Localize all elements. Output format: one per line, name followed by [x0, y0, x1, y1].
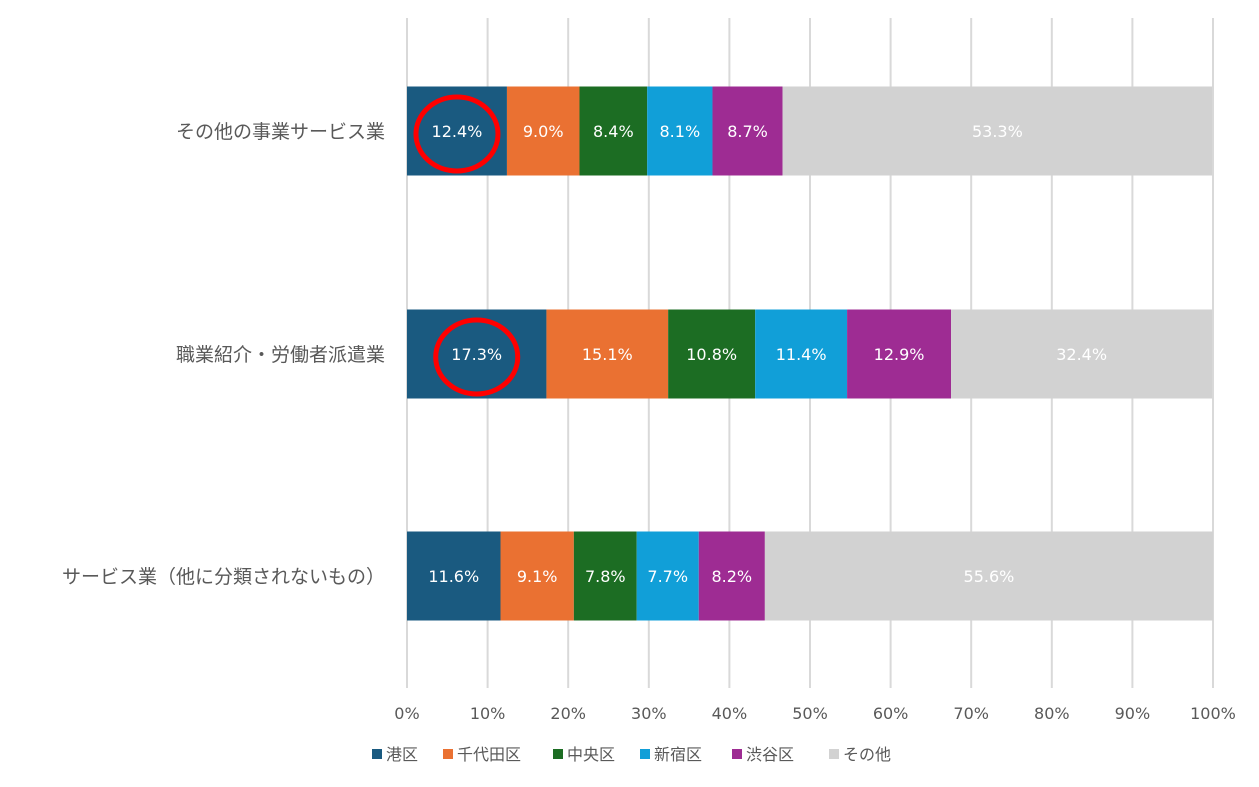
data-label: 8.2% [711, 567, 752, 586]
legend-label: その他 [843, 745, 891, 764]
legend-swatch [640, 749, 650, 759]
data-label: 55.6% [964, 567, 1015, 586]
legend-label: 新宿区 [654, 745, 702, 764]
data-label: 9.0% [523, 122, 564, 141]
bar-segment [764, 531, 1213, 621]
bar-segment [500, 531, 574, 621]
data-label: 8.4% [593, 122, 634, 141]
annotations [413, 94, 521, 397]
x-tick-label: 100% [1190, 704, 1236, 723]
bar-segment [407, 86, 507, 176]
data-label: 8.1% [660, 122, 701, 141]
data-label: 15.1% [582, 345, 633, 364]
bar-segment [407, 531, 501, 621]
x-tick-label: 50% [792, 704, 828, 723]
data-label: 32.4% [1056, 345, 1107, 364]
data-label: 10.8% [686, 345, 737, 364]
x-tick-label: 30% [631, 704, 667, 723]
highlight-circle [413, 94, 501, 174]
legend-label: 中央区 [567, 745, 615, 764]
x-tick-label: 90% [1115, 704, 1151, 723]
bar-segment [636, 531, 699, 621]
x-axis-ticks: 0% 10% 20% 30% 40% 50% 60% 70% 80% 90% 100% [394, 704, 1236, 723]
bar-segment [755, 309, 848, 399]
data-label: 7.7% [647, 567, 688, 586]
category-label: その他の事業サービス業 [176, 121, 385, 143]
x-tick-label: 70% [953, 704, 989, 723]
x-tick-label: 40% [712, 704, 748, 723]
bar-segment [782, 86, 1213, 176]
data-label: 7.8% [585, 567, 626, 586]
bars: 12.4% 9.0% 8.4% 8.1% 8.7% 53.3% 17.3% 15.1% 10.8… [407, 86, 1213, 621]
bar-segment [506, 86, 580, 176]
legend-label: 渋谷区 [746, 745, 794, 764]
bar-segment [712, 86, 783, 176]
bar-segment [698, 531, 765, 621]
legend-label: 港区 [386, 745, 418, 764]
data-label: 17.3% [451, 345, 502, 364]
bar-segment [573, 531, 637, 621]
legend-swatch [553, 749, 563, 759]
legend-label: 千代田区 [457, 745, 521, 764]
x-tick-label: 0% [394, 704, 419, 723]
bar-segment [847, 309, 952, 399]
bar-segment [546, 309, 669, 399]
data-label: 12.9% [874, 345, 925, 364]
bar-segment [951, 309, 1213, 399]
bar-segment [668, 309, 756, 399]
legend: 港区 千代田区 中央区 新宿区 渋谷区 その他 [372, 745, 891, 764]
legend-swatch [372, 749, 382, 759]
bar-segment [407, 309, 547, 399]
bar-segment [647, 86, 713, 176]
x-tick-label: 60% [873, 704, 909, 723]
data-label: 12.4% [432, 122, 483, 141]
x-tick-label: 80% [1034, 704, 1070, 723]
highlight-circle [433, 317, 521, 397]
data-label: 11.6% [428, 567, 479, 586]
legend-swatch [829, 749, 839, 759]
data-label: 8.7% [727, 122, 768, 141]
data-label: 53.3% [972, 122, 1023, 141]
data-label: 11.4% [776, 345, 827, 364]
legend-swatch [732, 749, 742, 759]
category-label: 職業紹介・労働者派遣業 [176, 344, 385, 366]
legend-swatch [443, 749, 453, 759]
bar-segment [579, 86, 648, 176]
x-tick-label: 10% [470, 704, 506, 723]
data-label: 9.1% [517, 567, 558, 586]
category-label: サービス業（他に分類されないもの） [62, 566, 385, 588]
x-tick-label: 20% [550, 704, 586, 723]
